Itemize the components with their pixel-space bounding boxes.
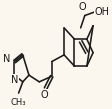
Text: N: N bbox=[11, 75, 18, 85]
Text: N: N bbox=[3, 54, 10, 64]
Text: O: O bbox=[41, 90, 48, 100]
Text: OH: OH bbox=[94, 7, 109, 17]
Text: CH₃: CH₃ bbox=[11, 98, 26, 107]
Text: O: O bbox=[79, 2, 87, 12]
